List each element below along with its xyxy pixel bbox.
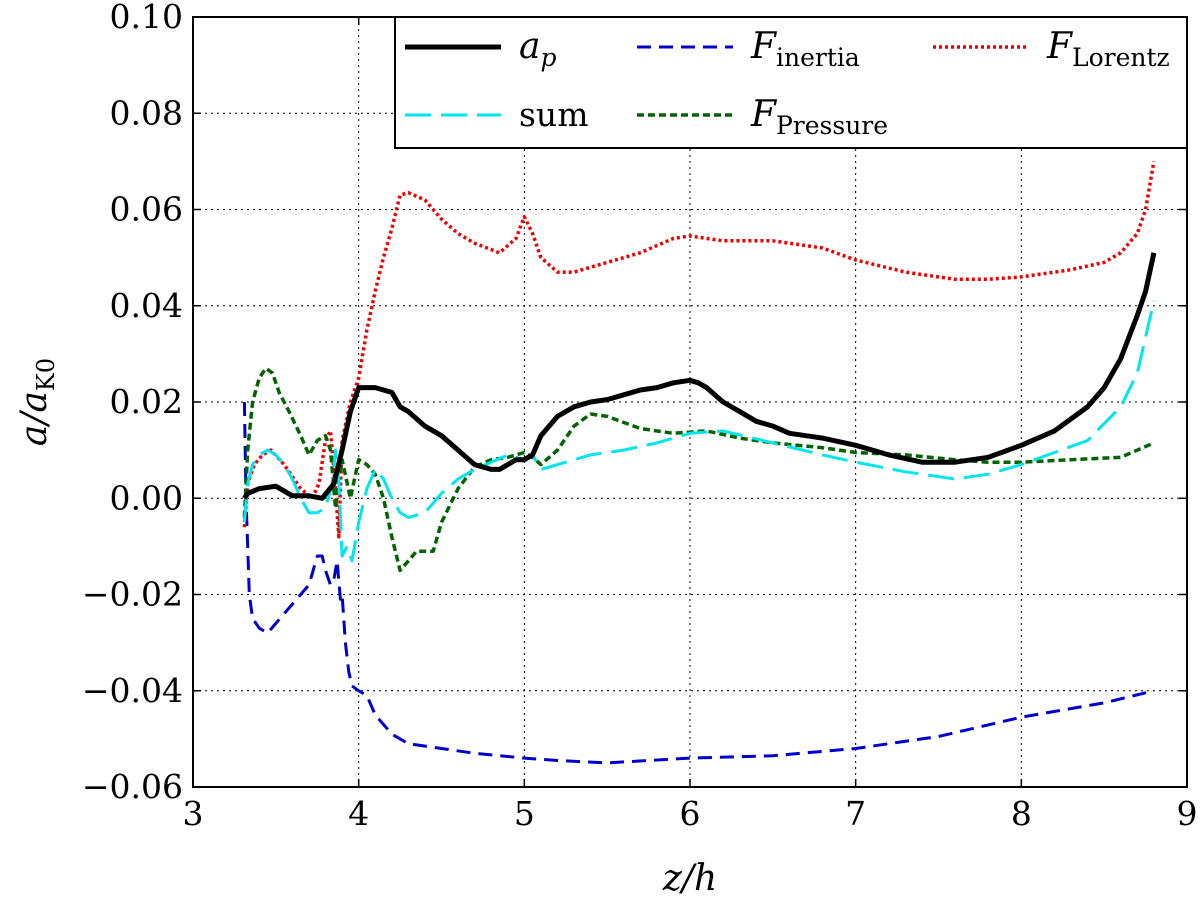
series-line-f-lorentz [242,161,1156,539]
y-tick-label: 0.00 [110,478,183,517]
y-axis-label: a/aK0 [14,358,60,446]
y-axis-label-sub: K0 [32,358,60,391]
y-tick-label: −0.04 [82,671,183,710]
y-tick-label: 0.06 [110,190,183,229]
legend-label-f-inertia: Finertia [750,26,860,72]
x-axis-label: z/h [662,858,717,899]
y-tick-label: 0.08 [110,93,183,132]
legend: ap Finertia FLorentz sum FPressure [394,16,1188,149]
x-tick-label: 5 [514,794,535,833]
y-axis: −0.06 −0.04 −0.02 0.00 0.02 0.04 0.06 0.08 0.10 [82,0,1187,806]
legend-label-a-p: ap [519,26,556,72]
legend-box [394,16,1188,149]
legend-label-f-lorentz: FLorentz [1046,26,1170,72]
x-tick-label: 6 [680,794,701,833]
series-line-sum [242,300,1156,563]
series-group [242,161,1157,765]
y-axis-label-main: a/a [14,391,55,446]
y-tick-label: −0.02 [82,575,183,614]
series-line-f-inertia [242,401,1155,765]
legend-label-sum: sum [519,95,588,134]
x-tick-label: 7 [845,794,866,833]
x-axis: 3 4 5 6 7 8 9 [183,17,1198,833]
series-line-a-p [242,252,1157,501]
y-tick-label: 0.04 [110,286,183,325]
y-tick-label: 0.02 [110,382,183,421]
legend-label-f-pressure: FPressure [750,94,888,140]
svg-text:a/aK0: a/aK0 [14,358,60,446]
x-tick-label: 4 [348,794,369,833]
x-tick-label: 8 [1011,794,1032,833]
x-tick-label: 9 [1177,794,1198,833]
x-tick-label: 3 [183,794,204,833]
y-tick-label: 0.10 [110,0,183,36]
series-line-f-pressure [242,366,1155,573]
y-tick-label: −0.06 [82,767,183,806]
